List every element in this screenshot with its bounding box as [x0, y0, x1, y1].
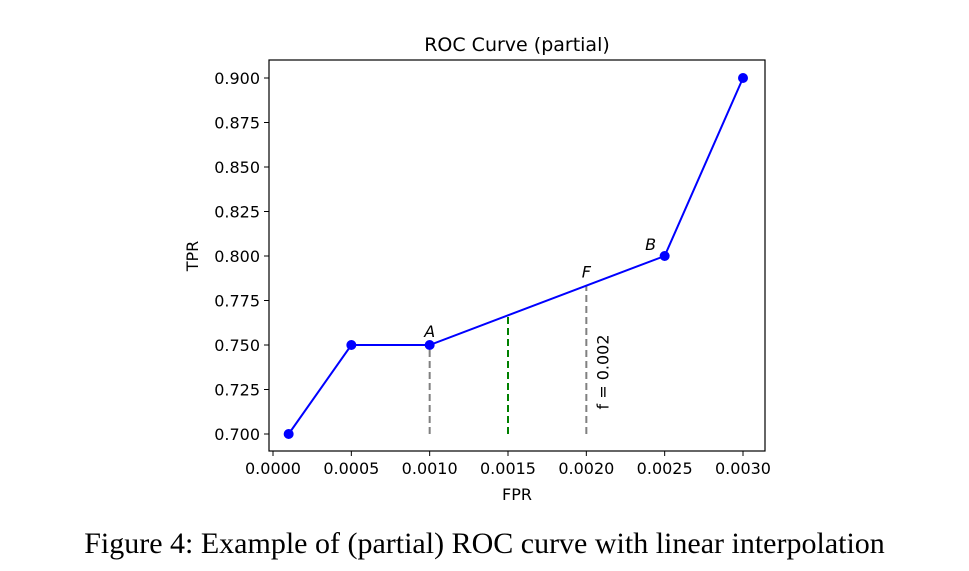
y-tick-label: 0.700	[214, 425, 260, 444]
y-tick-label: 0.800	[214, 247, 260, 266]
annotation-b: B	[645, 235, 656, 254]
y-tick-label: 0.750	[214, 336, 260, 355]
annotation-f: F	[582, 263, 592, 282]
roc-point	[424, 340, 435, 350]
roc-point	[738, 73, 748, 83]
y-tick-label: 0.900	[214, 69, 260, 88]
x-tick-label: 0.0005	[323, 459, 379, 478]
y-tick-label: 0.825	[214, 203, 260, 222]
x-tick-label: 0.0000	[245, 459, 301, 478]
x-tick-label: 0.0020	[558, 459, 614, 478]
y-tick-label: 0.875	[214, 114, 260, 133]
x-tick-label: 0.0015	[480, 459, 536, 478]
chart-title: ROC Curve (partial)	[424, 34, 610, 56]
figure-caption: Figure 4: Example of (partial) ROC curve…	[84, 527, 885, 560]
annotation-a: A	[423, 322, 435, 341]
roc-line	[287, 77, 744, 435]
x-tick-label: 0.0025	[637, 459, 693, 478]
roc-point	[346, 340, 357, 350]
roc-point	[283, 429, 294, 439]
x-tick-label: 0.0030	[715, 459, 771, 478]
vline-label: f = 0.002	[593, 334, 612, 409]
y-axis-label: TPR	[183, 241, 202, 273]
roc-point	[659, 251, 670, 261]
y-tick-label: 0.775	[214, 292, 260, 311]
x-axis-label: FPR	[502, 485, 532, 504]
plot-frame	[268, 59, 766, 452]
y-tick-label: 0.725	[214, 381, 260, 400]
y-tick-label: 0.850	[214, 158, 260, 177]
x-tick-label: 0.0010	[402, 459, 458, 478]
